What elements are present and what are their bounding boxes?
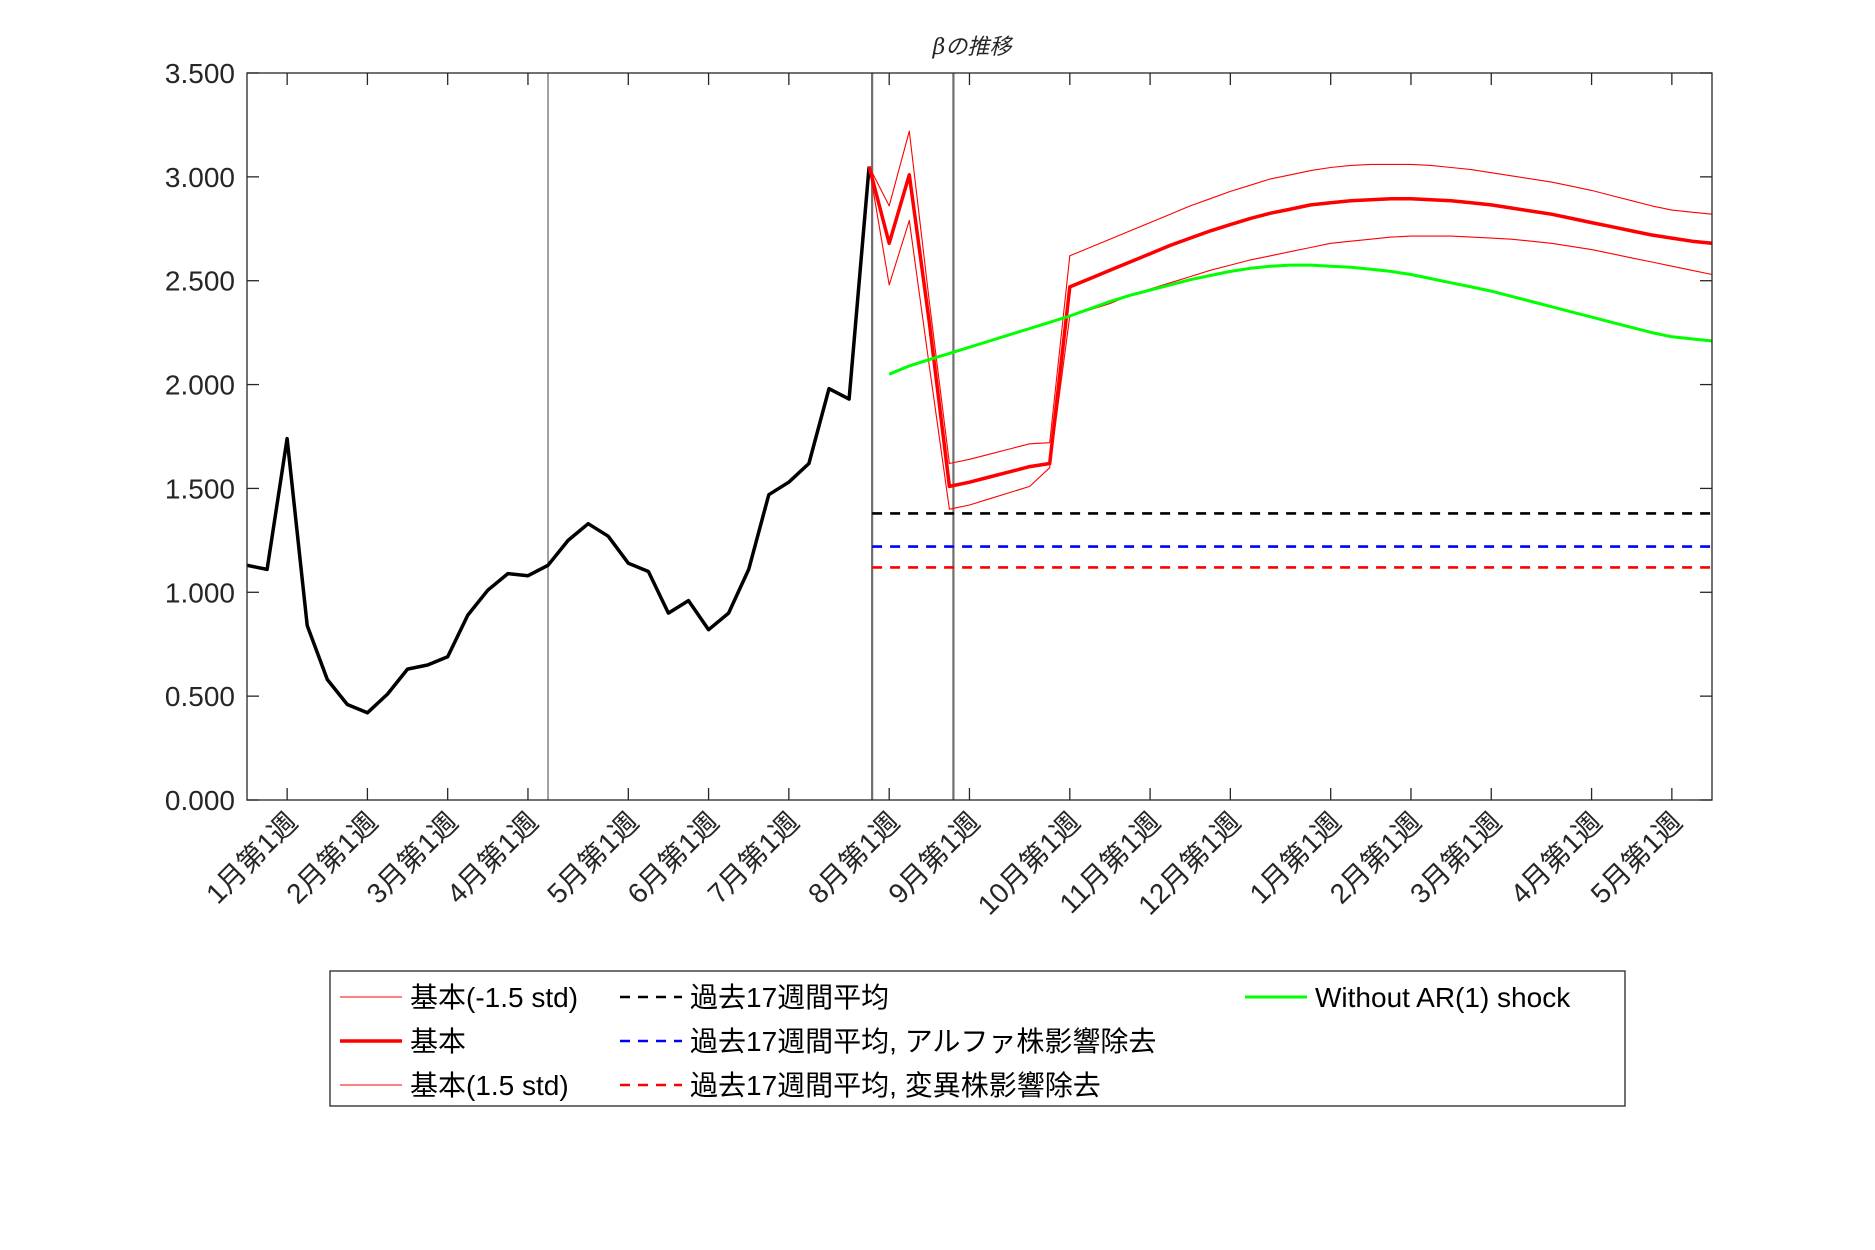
x-axis: 1月第1週2月第1週3月第1週4月第1週5月第1週6月第1週7月第1週8月第1週… [200, 73, 1688, 921]
y-tick-label: 1.500 [165, 473, 235, 504]
legend-label-avg17: 過去17週間平均 [690, 982, 889, 1013]
chart-title: βの推移 [932, 35, 1014, 60]
y-tick-label: 2.500 [165, 266, 235, 297]
legend-box [329, 970, 1626, 1107]
y-tick-label: 0.000 [165, 785, 235, 816]
y-tick-label: 3.000 [165, 162, 235, 193]
y-tick-label: 1.000 [165, 577, 235, 608]
series-line-base [867, 166, 1713, 489]
series-lines [246, 130, 1713, 715]
legend-label-base: 基本 [410, 1026, 466, 1057]
legend-label-no_ar1: Without AR(1) shock [1315, 982, 1571, 1013]
legend-label-base_lower: 基本(-1.5 std) [410, 982, 578, 1013]
legend-label-avg17_variant: 過去17週間平均, 変異株影響除去 [690, 1070, 1101, 1101]
legend-label-base_upper: 基本(1.5 std) [410, 1070, 569, 1101]
y-axis: 0.000 0.500 1.000 1.500 2.000 2.500 3.000 3.500 [165, 58, 1712, 816]
series-line-observed [246, 166, 871, 715]
vertical-lines [547, 73, 955, 800]
series-line-no_ar1 [888, 263, 1713, 376]
y-tick-label: 2.000 [165, 370, 235, 401]
y-tick-label: 0.500 [165, 681, 235, 712]
series-line-base_upper [868, 130, 1713, 465]
y-tick-label: 3.500 [165, 58, 235, 89]
series-line-base_lower [868, 166, 1713, 510]
legend-label-avg17_alpha: 過去17週間平均, アルファ株影響除去 [690, 1026, 1156, 1057]
plot-area [246, 72, 1713, 801]
